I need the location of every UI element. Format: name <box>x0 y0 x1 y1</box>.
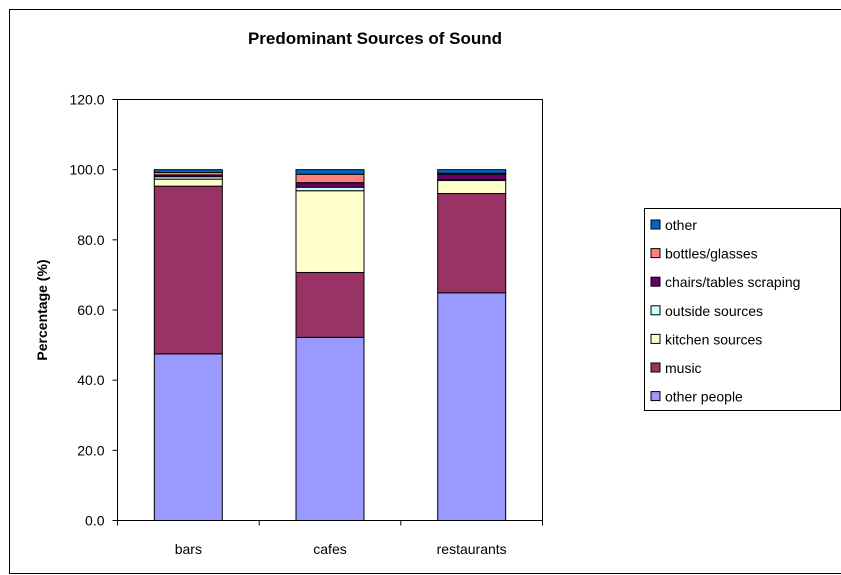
bar-bars-other-people <box>153 353 223 521</box>
x-tick-label: restaurants <box>437 541 507 557</box>
y-axis-label: Percentage (%) <box>34 259 50 360</box>
bar-restaurants-other <box>437 169 507 174</box>
legend-label: music <box>665 360 702 376</box>
bar-cafes-other <box>295 169 365 175</box>
y-tick-label: 20.0 <box>77 442 104 458</box>
x-tick-label: bars <box>175 541 202 557</box>
x-axis: bars cafes restaurants <box>117 520 543 557</box>
legend-swatch <box>650 391 661 402</box>
bar-bars-kitchen-sources <box>153 178 223 187</box>
legend-swatch <box>650 333 661 344</box>
y-tick-label: 0.0 <box>85 513 105 529</box>
legend-label: kitchen sources <box>665 331 762 347</box>
y-tick-label: 60.0 <box>77 302 104 318</box>
bar-restaurants-kitchen-sources <box>437 180 507 195</box>
bar-bars-music <box>153 185 223 355</box>
legend: other bottles/glasses chairs/tables scrapi… <box>644 208 841 411</box>
y-tick-label: 100.0 <box>69 162 104 178</box>
legend-label: other people <box>665 389 743 405</box>
legend-swatch <box>650 305 661 316</box>
bar-restaurants-other-people <box>437 292 507 521</box>
legend-box <box>644 208 841 411</box>
bar-cafes-other-people <box>295 336 365 521</box>
bar-cafes-kitchen-sources <box>295 190 365 273</box>
bar-bars-other <box>153 169 223 173</box>
y-tick-label: 40.0 <box>77 372 104 388</box>
y-tick-label: 80.0 <box>77 232 104 248</box>
legend-swatch <box>650 276 661 287</box>
bar-cafes-outside-sources <box>295 186 365 192</box>
legend-label: chairs/tables scraping <box>665 274 800 290</box>
legend-label: outside sources <box>665 303 763 319</box>
bar-cafes-chairs-tables-scraping <box>295 182 365 188</box>
chart-title: Predominant Sources of Sound <box>248 29 502 48</box>
y-tick-label: 120.0 <box>69 92 104 108</box>
legend-swatch <box>650 219 661 230</box>
x-tick-label: cafes <box>313 541 346 557</box>
bar-cafes-music <box>295 271 365 338</box>
bar-cafes-bottles-glasses <box>295 173 365 184</box>
bar-restaurants-chairs-tables-scraping <box>437 173 507 180</box>
legend-label: bottles/glasses <box>665 246 758 262</box>
legend-swatch <box>650 362 661 373</box>
bar-stacks <box>153 169 507 521</box>
legend-swatch <box>650 248 661 259</box>
y-axis: 0.0 20.0 40.0 60.0 80.0 100.0 120.0 <box>69 92 118 529</box>
legend-label: other <box>665 217 697 233</box>
bar-restaurants-music <box>437 193 507 294</box>
